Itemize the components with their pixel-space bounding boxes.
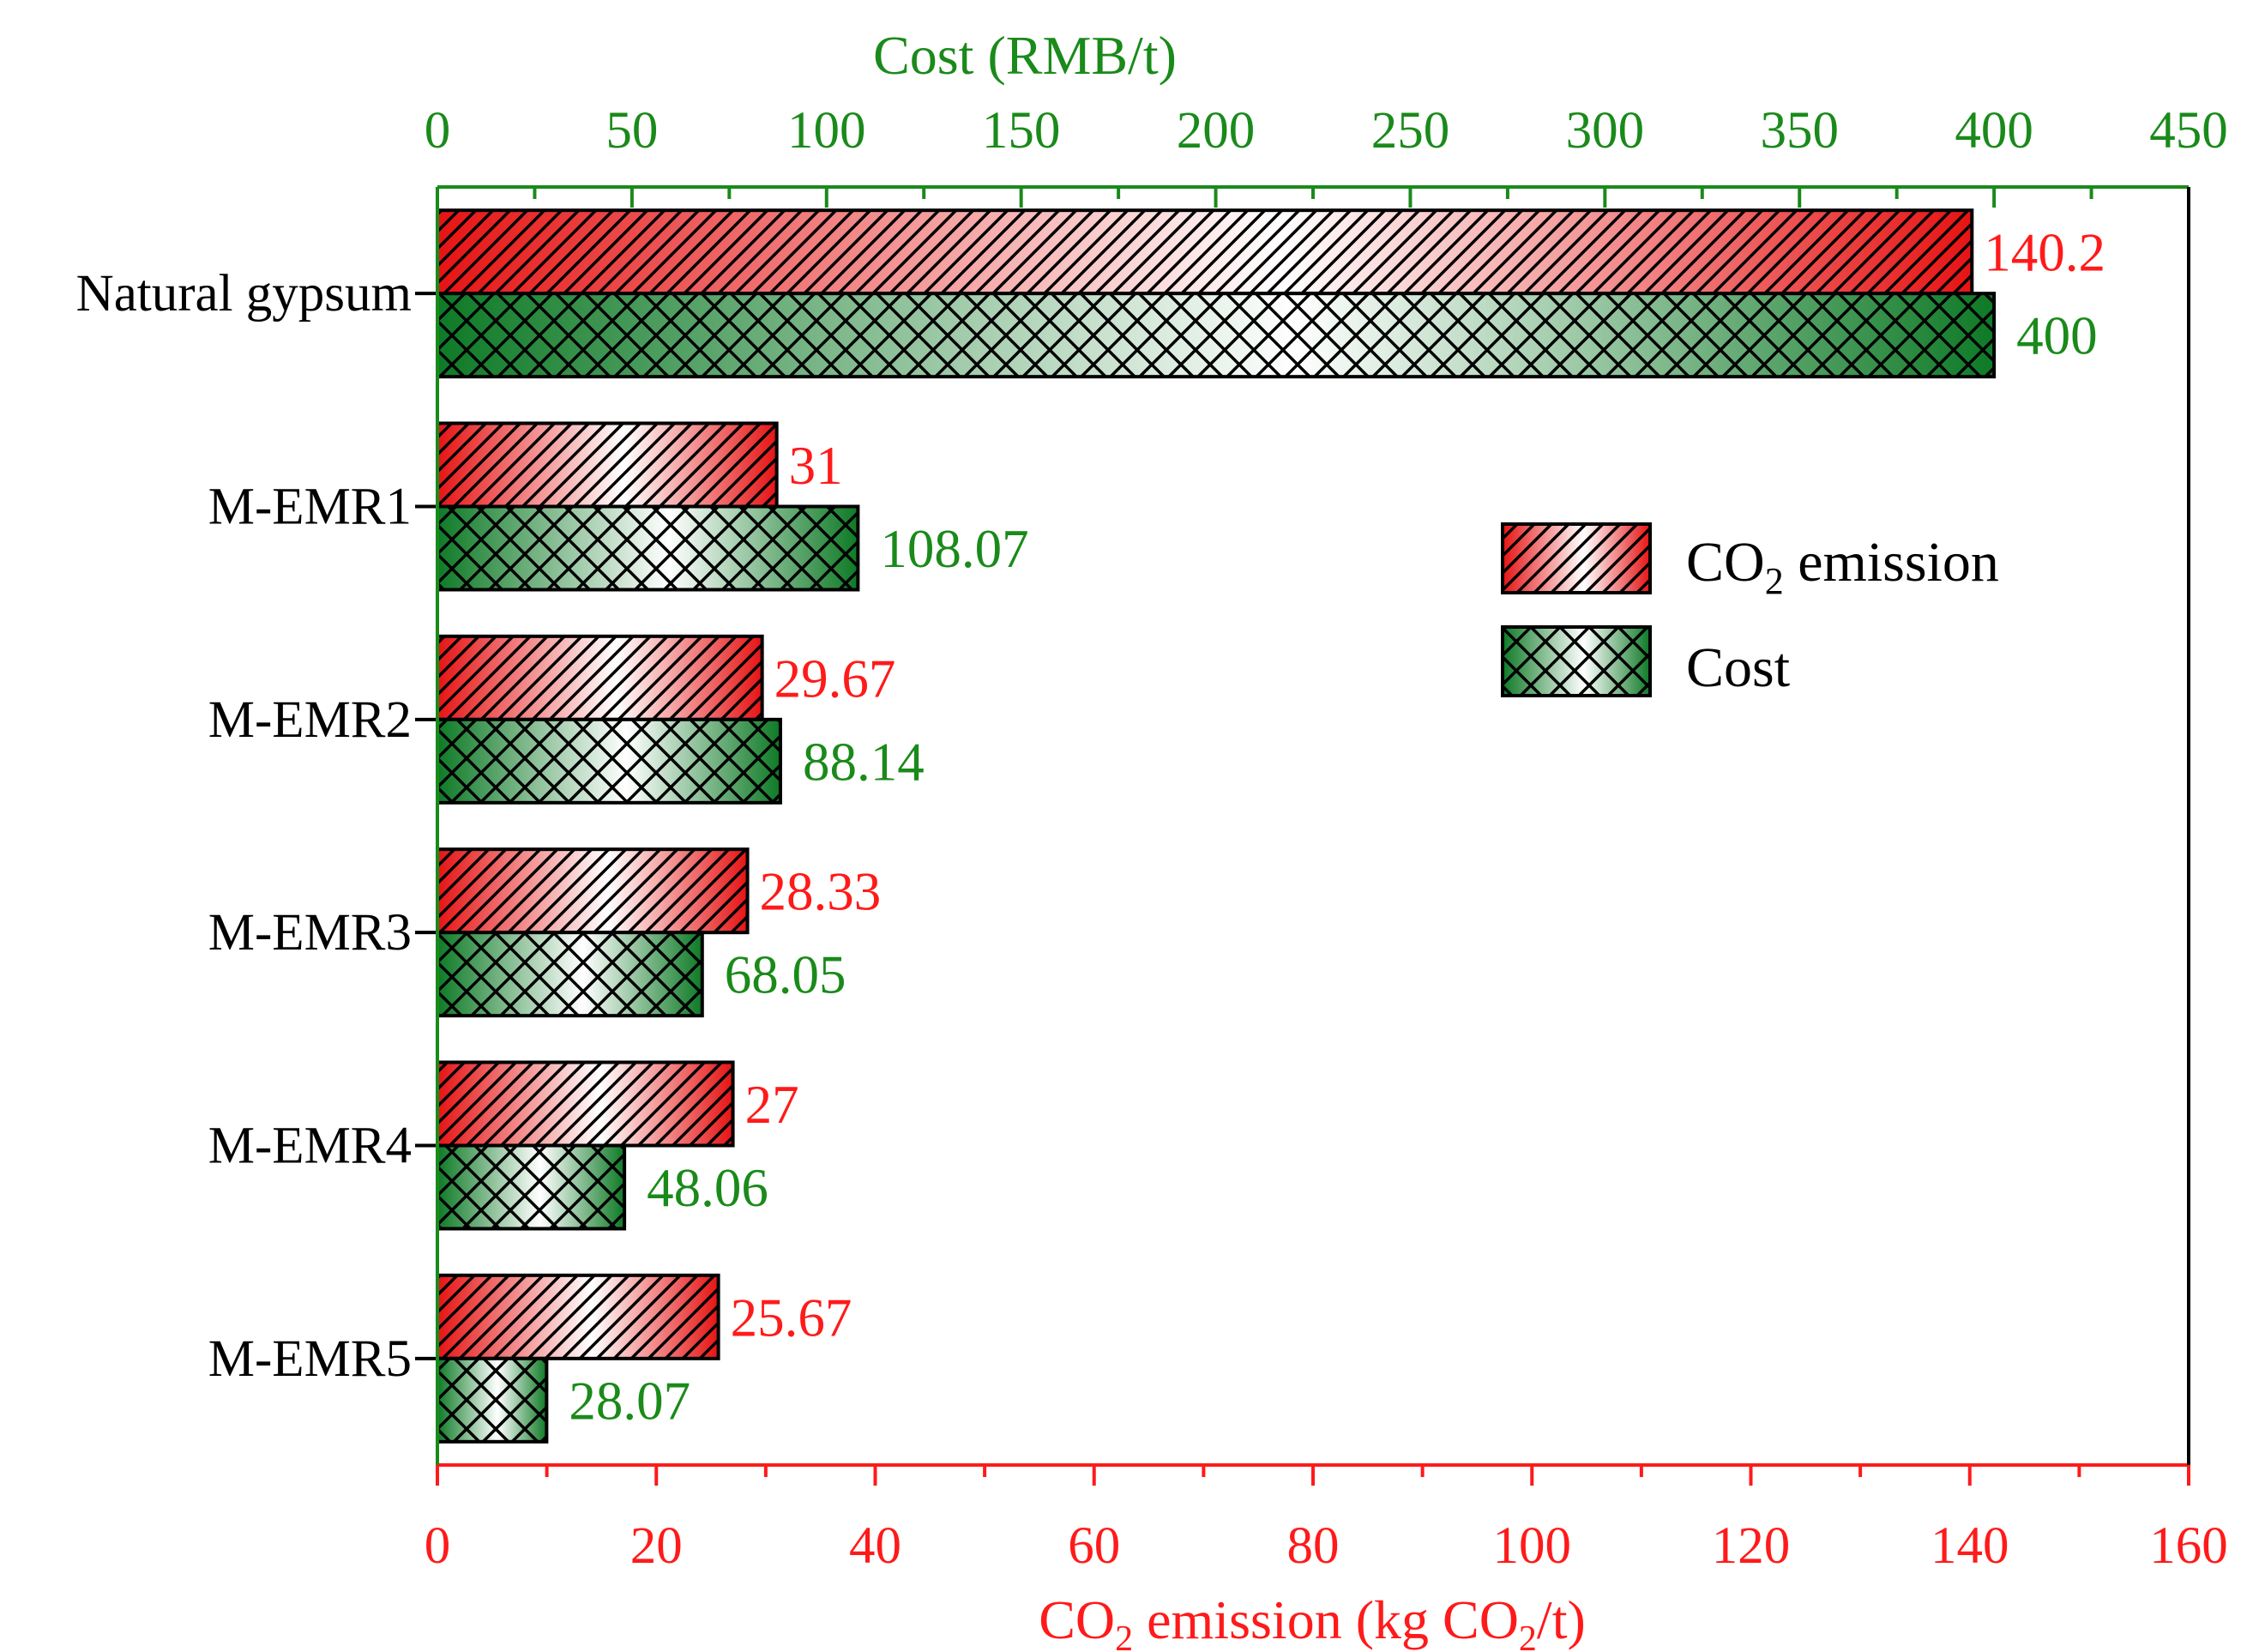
bottom-axis-title-sub: 2 xyxy=(1519,1619,1537,1652)
emission-bar-hatch xyxy=(436,208,1974,296)
bottom-tick-label: 100 xyxy=(1493,1517,1572,1575)
bottom-tick-label: 0 xyxy=(425,1517,451,1575)
top-tick-label: 0 xyxy=(425,102,451,160)
cost-data-label: 48.06 xyxy=(647,1158,768,1218)
legend-item-cost: Cost xyxy=(1501,625,1790,699)
category-label: Natural gypsum xyxy=(76,265,412,323)
legend-item-emission: CO2 emission xyxy=(1501,522,1999,602)
top-tick-label: 150 xyxy=(982,102,1061,160)
bottom-tick-label: 20 xyxy=(630,1517,683,1575)
cost-data-label: 88.14 xyxy=(803,732,925,792)
top-axis-ticks: 0 50 100 150 200 250 300 350 400 450 xyxy=(425,102,2228,208)
category-label: M-EMR5 xyxy=(208,1330,412,1388)
legend-label-cost: Cost xyxy=(1686,636,1790,699)
bottom-tick-label: 40 xyxy=(849,1517,901,1575)
cost-bar-hatch xyxy=(436,717,782,805)
emission-data-label: 29.67 xyxy=(774,648,896,708)
emission-bar-hatch xyxy=(436,1060,735,1148)
legend-swatch-emission-hatch xyxy=(1503,524,1650,593)
top-tick-label: 450 xyxy=(2149,102,2228,160)
emission-bar-hatch xyxy=(436,847,750,935)
category-label: M-EMR3 xyxy=(208,904,412,962)
bottom-axis-title-part: CO xyxy=(1039,1589,1115,1650)
cost-bar-hatch xyxy=(436,931,704,1018)
bottom-axis-title: CO2 emission (kg CO2/t) xyxy=(1039,1589,1586,1652)
bottom-tick-label: 80 xyxy=(1287,1517,1340,1575)
legend-label-emission-main: CO xyxy=(1686,531,1765,594)
emission-bar-hatch xyxy=(436,421,779,509)
cost-bar-hatch xyxy=(436,292,1997,379)
bottom-axis-ticks: 0 20 40 60 80 100 120 140 160 xyxy=(425,1465,2228,1575)
emission-data-label: 25.67 xyxy=(731,1287,852,1348)
bottom-tick-label: 60 xyxy=(1068,1517,1120,1575)
cost-data-label: 28.07 xyxy=(569,1371,690,1431)
emission-bar-hatch xyxy=(436,1273,720,1360)
cost-data-label: 400 xyxy=(2016,306,2098,366)
bottom-axis-title-sub: 2 xyxy=(1115,1619,1133,1652)
top-tick-label: 350 xyxy=(1760,102,1839,160)
top-tick-label: 200 xyxy=(1177,102,1256,160)
emission-data-label: 28.33 xyxy=(760,862,882,922)
category-label: M-EMR4 xyxy=(208,1118,412,1175)
cost-data-label: 108.07 xyxy=(880,519,1028,579)
emission-data-label: 140.2 xyxy=(1984,223,2105,283)
legend-swatch-cost-hatch xyxy=(1503,627,1650,696)
bottom-axis-title-part: emission (kg CO xyxy=(1133,1589,1519,1650)
bars xyxy=(436,208,1997,1444)
emission-data-label: 27 xyxy=(745,1075,799,1135)
cost-bar-hatch xyxy=(436,1143,627,1231)
cost-bar-hatch xyxy=(436,1356,549,1444)
category-label: M-EMR2 xyxy=(208,691,412,749)
top-tick-label: 300 xyxy=(1566,102,1645,160)
category-axis: Natural gypsum M-EMR1 M-EMR2 M-EMR3 M-EMR4 M-… xyxy=(76,265,437,1388)
top-tick-label: 50 xyxy=(605,102,658,160)
data-labels: 140.2 400 31 108.07 29.67 88.14 28.33 68.05 27 48… xyxy=(569,223,2105,1432)
top-axis-title: Cost (RMB/t) xyxy=(873,25,1177,86)
legend: CO2 emission Cost xyxy=(1501,522,1999,699)
top-tick-label: 400 xyxy=(1955,102,2033,160)
legend-label-emission: CO2 emission xyxy=(1686,531,1999,602)
bottom-tick-label: 120 xyxy=(1712,1517,1791,1575)
emission-bar-hatch xyxy=(436,634,764,721)
cost-data-label: 68.05 xyxy=(725,945,846,1005)
legend-label-emission-rest: emission xyxy=(1784,531,1999,594)
bottom-axis-title-part: /t) xyxy=(1537,1589,1586,1650)
cost-bar-hatch xyxy=(436,504,860,592)
top-tick-label: 250 xyxy=(1371,102,1450,160)
legend-label-emission-sub: 2 xyxy=(1765,560,1784,602)
bottom-tick-label: 160 xyxy=(2149,1517,2228,1575)
top-tick-label: 100 xyxy=(787,102,866,160)
category-label: M-EMR1 xyxy=(208,479,412,536)
bottom-tick-label: 140 xyxy=(1931,1517,2009,1575)
emission-data-label: 31 xyxy=(789,436,843,496)
